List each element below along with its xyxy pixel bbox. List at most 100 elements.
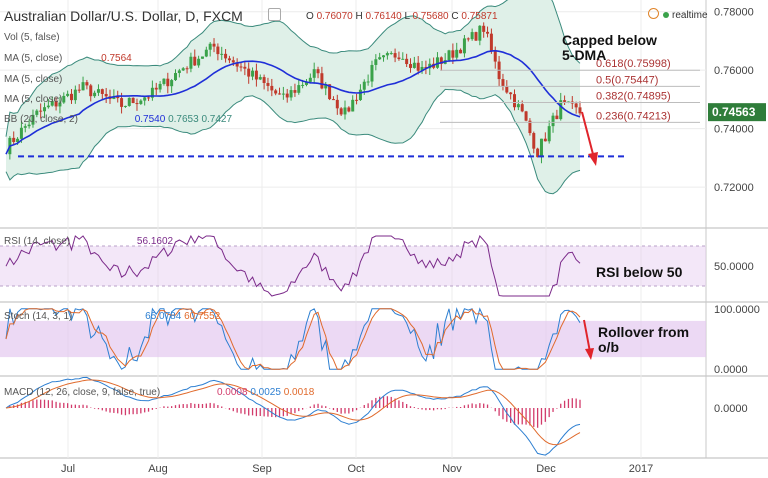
x-tick-label: Aug xyxy=(148,463,168,475)
candle-body xyxy=(208,43,212,50)
candle-body xyxy=(54,101,58,107)
ohlc-readout: O 0.76070 H 0.76140 L 0.75680 C 0.75871 xyxy=(306,11,498,22)
stoch-tick-label: 100.0000 xyxy=(714,304,760,316)
rsi-tick-label: 50.0000 xyxy=(714,261,754,273)
candle-body xyxy=(35,110,39,115)
candle-body xyxy=(328,84,332,100)
candle-body xyxy=(16,138,20,142)
macd-line xyxy=(5,376,581,456)
candle-body xyxy=(96,89,100,93)
settings-icons[interactable] xyxy=(268,8,281,24)
bollinger-upper-line xyxy=(5,0,581,137)
candle-body xyxy=(339,108,343,115)
candle-body xyxy=(120,98,124,107)
candle-body xyxy=(347,107,351,112)
candle-body xyxy=(574,103,578,108)
candle-body xyxy=(274,90,278,94)
bollinger-lower-line xyxy=(5,88,581,195)
candle-body xyxy=(435,57,439,68)
candle-body xyxy=(289,90,293,98)
candle-body xyxy=(154,87,158,90)
ohlc-o-key: O xyxy=(306,11,314,22)
bb-legend: BB (20, close, 2) 0.7540 0.7653 0.7427 xyxy=(4,114,232,125)
x-tick-label: Jul xyxy=(61,463,75,475)
ma-value: 0.7564 xyxy=(101,53,132,64)
candle-body xyxy=(220,53,224,55)
candle-body xyxy=(462,38,466,54)
fib-level-label: 0.5(0.75447) xyxy=(596,74,658,86)
candle-body xyxy=(66,93,70,96)
rsi-annotation-text: RSI below 50 xyxy=(596,264,683,280)
candle-body xyxy=(482,25,486,32)
candle-body xyxy=(62,95,66,103)
rollover-line-1: Rollover from xyxy=(598,324,690,340)
candle-body xyxy=(147,97,151,99)
macd-label: MACD (12, 26, close, 9, false, true) xyxy=(4,387,161,398)
ohlc-h-value: 0.76140 xyxy=(365,11,402,22)
moving-average-line xyxy=(5,49,581,155)
candle-body xyxy=(420,66,424,71)
x-tick-label: Nov xyxy=(442,463,462,475)
vol-legend: Vol (5, false) xyxy=(4,32,60,43)
candle-body xyxy=(43,107,47,112)
stoch-d-value: 60.7552 xyxy=(184,311,221,322)
candle-body xyxy=(489,33,493,52)
candle-body xyxy=(112,96,116,99)
last-price-box xyxy=(708,103,766,122)
candle-body xyxy=(520,104,524,112)
candle-body xyxy=(378,57,382,60)
candle-body xyxy=(31,114,35,125)
stoch-tick-label: 0.0000 xyxy=(714,364,748,376)
realtime-indicator[interactable]: realtime xyxy=(648,8,708,21)
candle-body xyxy=(501,79,505,86)
fib-level-label: 0.236(0.74213) xyxy=(596,110,671,122)
candle-body xyxy=(281,93,285,95)
eye-icon[interactable] xyxy=(268,8,281,21)
candle-body xyxy=(293,90,297,93)
candle-body xyxy=(73,89,77,101)
last-price-text: 0.74563 xyxy=(712,105,756,119)
candle-body xyxy=(93,92,97,97)
rsi-value: 56.1602 xyxy=(136,236,174,247)
price-tick-label: 0.72000 xyxy=(714,182,754,194)
candle-body xyxy=(370,64,374,82)
candle-body xyxy=(393,53,397,58)
candle-body xyxy=(559,100,563,120)
macd-value-signal: 0.0018 xyxy=(283,387,315,398)
stoch-k-value: 65.0784 xyxy=(145,311,182,322)
candle-body xyxy=(69,93,73,101)
capped-line-2: 5-DMA xyxy=(562,47,607,63)
price-tick-label: 0.78000 xyxy=(714,7,754,19)
candle-body xyxy=(247,68,251,77)
candle-body xyxy=(532,133,536,149)
realtime-label: realtime xyxy=(672,10,708,21)
candle-body xyxy=(528,120,532,134)
candle-body xyxy=(216,46,220,55)
candle-body xyxy=(50,101,54,106)
candle-body xyxy=(524,111,528,121)
candle-body xyxy=(343,107,347,115)
candle-body xyxy=(100,89,104,94)
bb-label: BB (20, close, 2) xyxy=(4,114,78,125)
candle-body xyxy=(224,53,228,59)
candle-body xyxy=(193,56,197,66)
rsi-line xyxy=(5,234,581,297)
candle-body xyxy=(320,73,324,89)
candle-body xyxy=(158,83,162,90)
candle-body xyxy=(401,58,405,60)
candle-body xyxy=(308,77,312,82)
ohlc-c-value: 0.75871 xyxy=(461,11,498,22)
fib-level-label: 0.618(0.75998) xyxy=(596,58,671,70)
candle-body xyxy=(243,66,247,69)
candle-body xyxy=(262,77,266,83)
rsi-label: RSI (14, close) xyxy=(4,236,71,247)
candle-body xyxy=(266,82,270,86)
candle-body xyxy=(235,62,239,67)
x-tick-label: 2017 xyxy=(629,463,653,475)
candle-body xyxy=(189,56,193,69)
macd-signal-line xyxy=(5,379,581,446)
candle-body xyxy=(385,53,389,56)
candle-body xyxy=(77,89,81,91)
x-tick-label: Sep xyxy=(252,463,272,475)
candle-body xyxy=(177,70,181,74)
